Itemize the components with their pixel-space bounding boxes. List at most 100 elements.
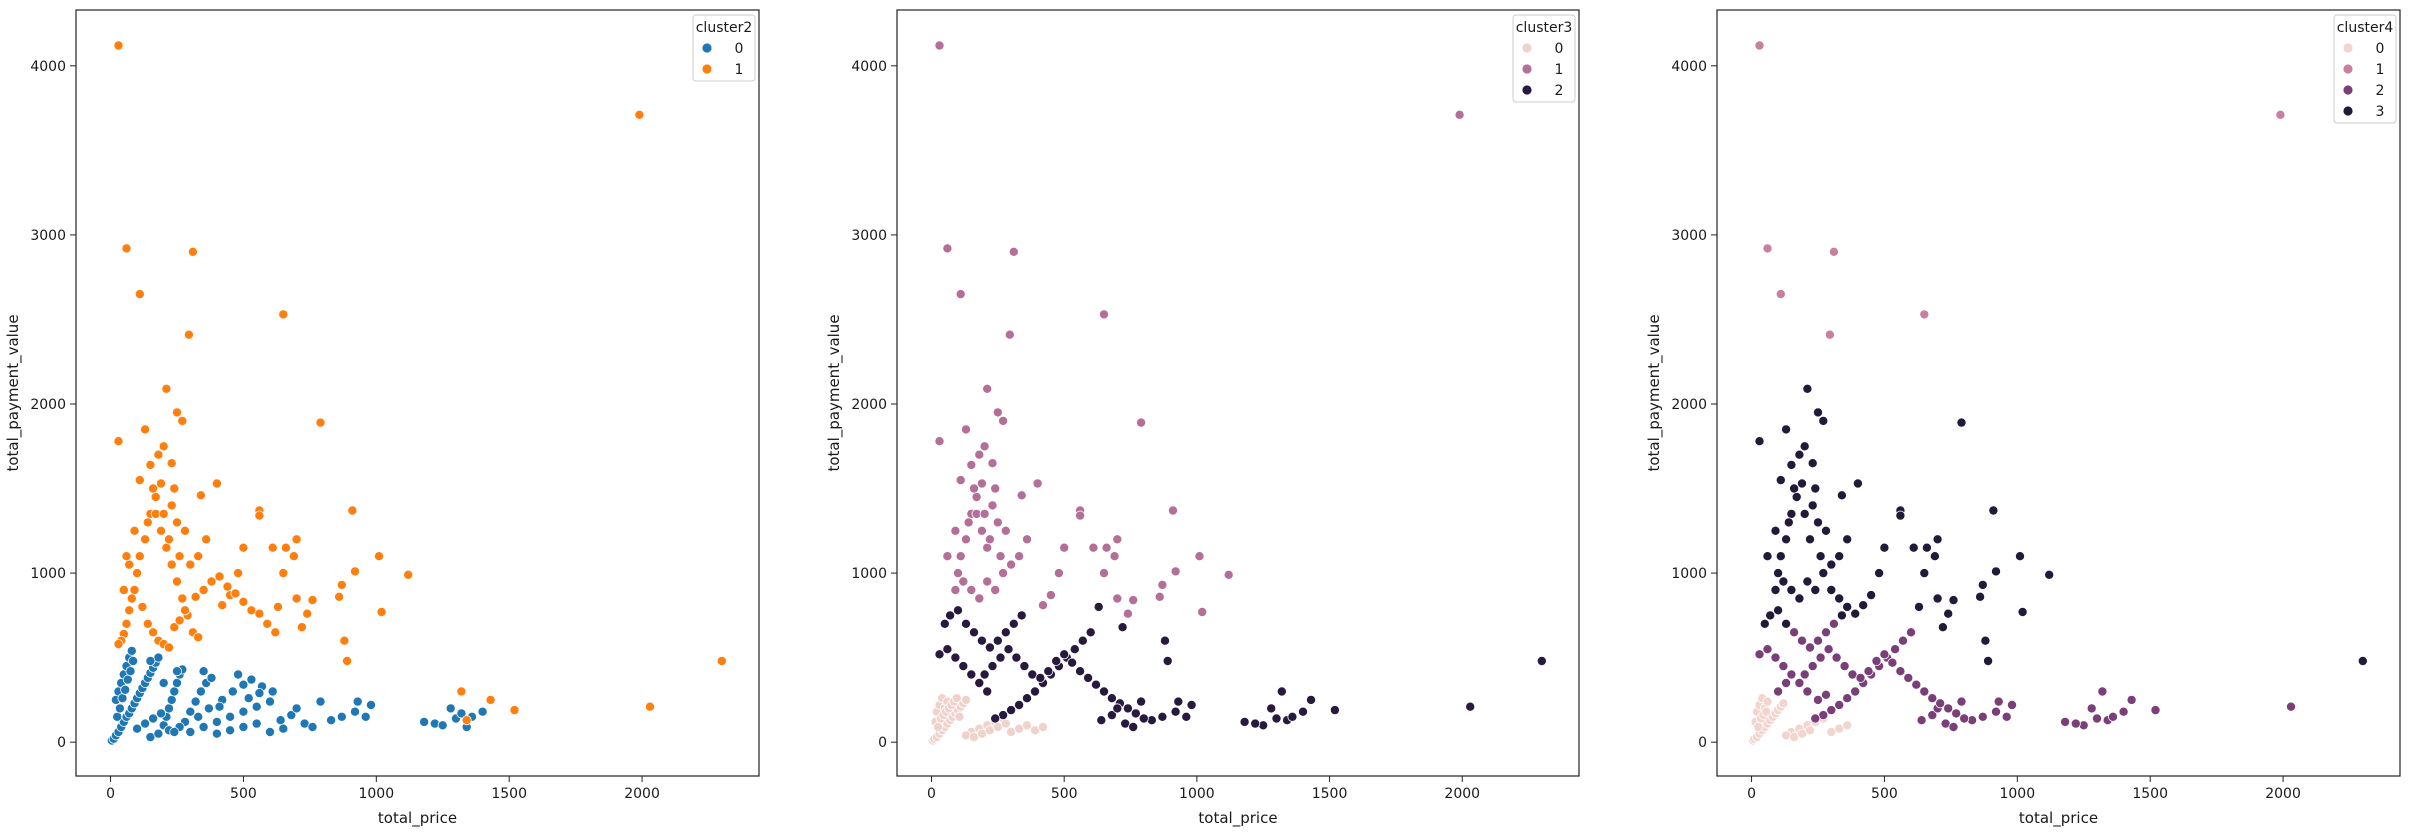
y-tick-label: 3000 (30, 228, 66, 244)
data-point-cluster-2 (1911, 679, 1922, 690)
data-point-cluster-3 (1834, 593, 1845, 604)
data-point-cluster-2 (1956, 696, 1967, 707)
data-point-cluster-0 (140, 718, 151, 729)
data-point-cluster-3 (1842, 534, 1853, 545)
data-point-cluster-3 (1836, 490, 1847, 501)
data-point-cluster-3 (1921, 542, 1932, 553)
data-point-cluster-3 (1983, 656, 1994, 667)
data-point-cluster-1 (161, 383, 172, 394)
data-point-cluster-2 (1828, 618, 1839, 629)
data-point-cluster-2 (1959, 713, 1970, 724)
data-point-cluster-2 (1831, 652, 1842, 663)
data-point-cluster-0 (246, 674, 257, 685)
data-point-cluster-2 (1112, 703, 1123, 714)
data-point-cluster-1 (1828, 246, 1839, 257)
data-point-cluster-1 (966, 585, 977, 596)
data-point-cluster-2 (1016, 610, 1027, 621)
data-point-cluster-3 (1773, 568, 1784, 579)
data-point-cluster-1 (307, 595, 318, 606)
data-point-cluster-0 (326, 715, 337, 726)
data-point-cluster-1 (177, 415, 188, 426)
y-axis-ticks: 0 1000 2000 3000 4000 (30, 59, 76, 751)
data-point-cluster-1 (1099, 568, 1110, 579)
data-point-cluster-2 (1008, 618, 1019, 629)
data-point-cluster-0 (291, 703, 302, 714)
x-axis-ticks: 0 500 1000 1500 2000 (1747, 776, 2301, 802)
data-point-cluster-0 (275, 715, 286, 726)
data-point-cluster-2 (1085, 627, 1096, 638)
data-point-cluster-1 (1157, 579, 1168, 590)
legend-items: 0 1 2 (1521, 41, 1564, 99)
y-tick-label: 0 (57, 735, 66, 751)
data-point-cluster-1 (1919, 309, 1930, 320)
data-point-cluster-1 (278, 568, 289, 579)
data-point-cluster-2 (1823, 644, 1834, 655)
legend-label: 2 (1555, 83, 1564, 99)
data-point-cluster-1 (171, 576, 182, 587)
data-point-cluster-0 (112, 711, 123, 722)
data-point-cluster-0 (185, 706, 196, 717)
data-point-cluster-2 (966, 669, 977, 680)
legend: cluster4 0 1 2 3 (2333, 14, 2397, 124)
data-point-cluster-0 (190, 696, 201, 707)
data-point-cluster-2 (1059, 649, 1070, 660)
plot-area (1716, 9, 2401, 777)
data-point-cluster-1 (963, 517, 974, 528)
x-tick-label: 500 (1871, 786, 1898, 802)
data-point-cluster-1 (126, 593, 137, 604)
data-point-cluster-3 (1754, 436, 1765, 447)
data-point-cluster-1 (1454, 109, 1465, 120)
data-point-cluster-3 (2357, 656, 2368, 667)
data-point-cluster-2 (1093, 601, 1104, 612)
data-point-cluster-1 (456, 686, 467, 697)
data-point-cluster-2 (2097, 686, 2108, 697)
data-point-cluster-0 (158, 678, 169, 689)
data-point-cluster-2 (950, 652, 961, 663)
data-point-cluster-1 (974, 593, 985, 604)
data-point-cluster-2 (1266, 703, 1277, 714)
y-tick-label: 4000 (851, 59, 887, 75)
data-point-cluster-1 (1000, 525, 1011, 536)
data-point-cluster-2 (1122, 703, 1133, 714)
data-point-cluster-0 (163, 703, 174, 714)
data-point-cluster-1 (145, 459, 156, 470)
data-point-cluster-1 (336, 579, 347, 590)
y-tick-label: 2000 (1671, 397, 1707, 413)
data-point-cluster-3 (1799, 508, 1810, 519)
data-point-cluster-1 (179, 525, 190, 536)
x-axis-ticks: 0 500 1000 1500 2000 (106, 776, 660, 802)
data-point-cluster-1 (1022, 534, 1033, 545)
data-point-cluster-2 (974, 678, 985, 689)
data-point-cluster-2 (1826, 705, 1837, 716)
data-point-cluster-0 (195, 686, 206, 697)
data-point-cluster-1 (1101, 542, 1112, 553)
data-point-cluster-3 (1810, 483, 1821, 494)
scatter-points (927, 40, 1547, 746)
data-point-cluster-2 (1128, 722, 1139, 733)
data-point-cluster-3 (1781, 618, 1792, 629)
legend-marker (701, 42, 713, 54)
data-point-cluster-3 (1866, 590, 1877, 601)
data-point-cluster-2 (1842, 693, 1853, 704)
data-point-cluster-2 (1927, 693, 1938, 704)
data-point-cluster-0 (122, 674, 133, 685)
data-point-cluster-1 (1088, 542, 1099, 553)
data-point-cluster-0 (125, 666, 136, 677)
legend-label: 1 (1555, 62, 1564, 78)
data-point-cluster-1 (148, 627, 159, 638)
x-tick-label: 1500 (2132, 786, 2168, 802)
data-point-cluster-0 (1805, 725, 1816, 736)
data-point-cluster-3 (1775, 551, 1786, 562)
data-point-cluster-1 (129, 585, 140, 596)
y-tick-label: 2000 (851, 397, 887, 413)
data-point-cluster-0 (278, 723, 289, 734)
data-point-cluster-3 (1991, 566, 2002, 577)
data-point-cluster-1 (296, 622, 307, 633)
data-point-cluster-2 (1903, 672, 1914, 683)
data-point-cluster-1 (174, 615, 185, 626)
data-point-cluster-3 (1778, 576, 1789, 587)
data-point-cluster-0 (1022, 720, 1033, 731)
data-point-cluster-3 (2015, 551, 2026, 562)
data-point-cluster-2 (1993, 696, 2004, 707)
y-tick-label: 0 (878, 735, 887, 751)
